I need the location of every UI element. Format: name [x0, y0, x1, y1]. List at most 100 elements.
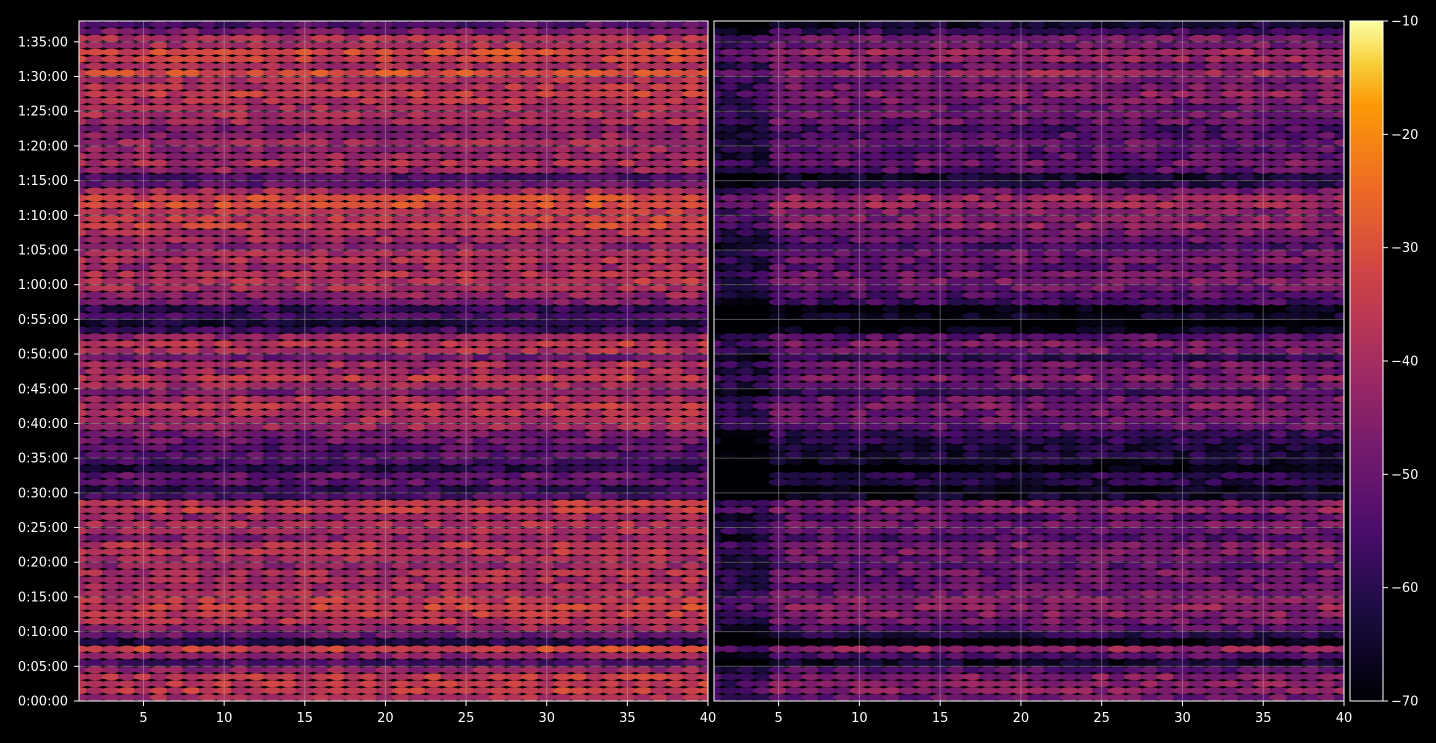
- heatmap-cell: [520, 256, 541, 264]
- heatmap-cell: [537, 21, 557, 28]
- heatmap-cell: [488, 270, 508, 278]
- heatmap-cell: [408, 90, 428, 98]
- heatmap-cell: [117, 62, 138, 70]
- heatmap-cell: [682, 485, 702, 493]
- heatmap-cell: [666, 319, 686, 327]
- heatmap-cell: [198, 562, 218, 570]
- heatmap-cell: [246, 256, 267, 264]
- heatmap-cell: [166, 125, 186, 133]
- heatmap-cell: [246, 111, 267, 119]
- heatmap-cell: [311, 90, 331, 98]
- heatmap-cell: [504, 21, 525, 28]
- heatmap-cell: [133, 208, 154, 216]
- heatmap-cell: [311, 534, 331, 542]
- heatmap-cell: [666, 520, 686, 528]
- heatmap-cell: [198, 472, 218, 479]
- heatmap-cell: [504, 499, 525, 507]
- heatmap-cell: [440, 638, 460, 646]
- heatmap-cell: [343, 458, 363, 466]
- heatmap-cell: [488, 48, 508, 56]
- heatmap-cell: [295, 312, 315, 320]
- heatmap-cell: [440, 41, 460, 49]
- heatmap-cell: [182, 229, 202, 237]
- heatmap-cell: [391, 506, 412, 514]
- heatmap-cell: [408, 201, 428, 209]
- heatmap-cell: [408, 173, 428, 181]
- heatmap-cell: [391, 694, 412, 701]
- heatmap-cell: [914, 694, 934, 701]
- heatmap-cell: [617, 610, 638, 618]
- heatmap-cell: [698, 305, 708, 313]
- heatmap-cell: [149, 659, 170, 667]
- heatmap-cell: [149, 527, 170, 535]
- heatmap-cell: [343, 48, 363, 56]
- heatmap-cell: [666, 152, 686, 160]
- heatmap-cell: [391, 194, 412, 202]
- heatmap-cell: [79, 27, 89, 35]
- heatmap-cell: [666, 381, 686, 389]
- heatmap-cell: [601, 506, 621, 514]
- heatmap-cell: [633, 499, 654, 507]
- heatmap-cell: [375, 617, 396, 625]
- heatmap-cell: [537, 125, 557, 133]
- heatmap-cell: [488, 562, 508, 570]
- heatmap-cell: [101, 152, 122, 160]
- heatmap-cell: [537, 159, 557, 167]
- heatmap-cell: [279, 97, 299, 105]
- heatmap-cell: [698, 409, 708, 417]
- heatmap-cell: [472, 451, 492, 459]
- heatmap-cell: [343, 319, 363, 327]
- heatmap-cell: [327, 541, 347, 549]
- heatmap-cell: [182, 673, 202, 681]
- heatmap-cell: [166, 263, 186, 271]
- heatmap-cell: [262, 458, 283, 466]
- heatmap-cell: [408, 506, 428, 514]
- heatmap-cell: [262, 159, 283, 167]
- heatmap-cell: [633, 576, 654, 584]
- heatmap-cell: [327, 694, 347, 701]
- heatmap-cell: [117, 173, 138, 181]
- heatmap-cell: [279, 666, 299, 674]
- heatmap-cell: [246, 666, 267, 674]
- heatmap-cell: [472, 610, 492, 618]
- heatmap-cell: [440, 624, 460, 632]
- heatmap-cell: [375, 506, 396, 514]
- heatmap-cell: [149, 374, 170, 382]
- heatmap-cell: [440, 270, 460, 278]
- heatmap-cell: [617, 222, 638, 230]
- heatmap-cell: [117, 41, 138, 49]
- heatmap-cell: [85, 451, 105, 459]
- heatmap-cell: [537, 62, 557, 70]
- heatmap-cell: [198, 687, 218, 695]
- heatmap-cell: [295, 340, 315, 348]
- heatmap-cell: [79, 34, 89, 42]
- heatmap-cell: [698, 423, 708, 431]
- heatmap-cell: [359, 111, 379, 119]
- heatmap-cell: [504, 222, 525, 230]
- heatmap-cell: [472, 680, 492, 688]
- heatmap-cell: [230, 499, 250, 507]
- heatmap-cell: [182, 187, 202, 195]
- heatmap-cell: [279, 48, 299, 56]
- heatmap-cell: [633, 291, 654, 299]
- heatmap-cell: [311, 381, 331, 389]
- heatmap-cell: [166, 97, 186, 105]
- heatmap-cell: [359, 333, 379, 341]
- heatmap-cell: [472, 465, 492, 473]
- heatmap-cell: [182, 680, 202, 688]
- heatmap-cell: [585, 499, 605, 507]
- heatmap-cell: [408, 409, 428, 417]
- heatmap-cell: [214, 249, 234, 257]
- heatmap-cell: [166, 305, 186, 313]
- heatmap-cell: [133, 222, 154, 230]
- heatmap-cell: [295, 166, 315, 174]
- heatmap-cell: [488, 478, 508, 486]
- heatmap-cell: [601, 673, 621, 681]
- heatmap-cell: [295, 243, 315, 250]
- heatmap-cell: [359, 624, 379, 632]
- heatmap-cell: [149, 249, 170, 257]
- heatmap-cell: [649, 583, 670, 590]
- heatmap-cell: [230, 236, 250, 244]
- heatmap-cell: [649, 215, 670, 223]
- heatmap-cell: [456, 166, 476, 174]
